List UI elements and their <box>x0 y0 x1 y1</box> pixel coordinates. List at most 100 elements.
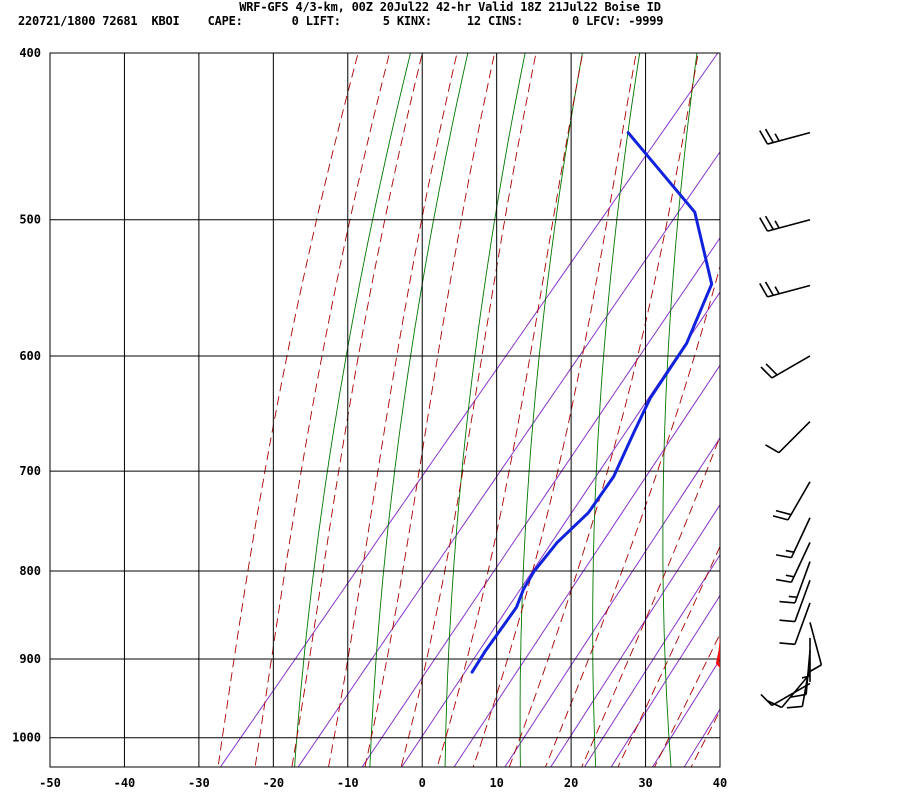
wind-barb <box>760 682 811 707</box>
mixing-ratio-line <box>361 237 720 767</box>
mixing-ratio-line <box>712 15 900 782</box>
index-lift-value: 5 <box>382 14 390 28</box>
wind-barb-staff <box>794 561 811 604</box>
wind-barb-staff <box>790 542 811 583</box>
index-cape-label: CAPE: <box>207 14 243 28</box>
moist-adiabat-line <box>328 53 458 767</box>
pressure-tick-label: 500 <box>19 213 41 227</box>
wind-barb-staff <box>778 420 811 454</box>
wind-barb-flag <box>779 600 796 604</box>
pressure-tick-label: 600 <box>19 349 41 363</box>
wind-barb <box>759 128 811 145</box>
pressure-tick-label: 900 <box>19 652 41 666</box>
dry-adiabat-line <box>294 53 411 767</box>
wind-barb-staff <box>809 622 823 666</box>
mixing-ratio-line <box>683 708 720 767</box>
temperature-tick-label: 0 <box>419 776 426 790</box>
wind-barb <box>779 579 811 623</box>
temperature-profile <box>716 636 720 669</box>
index-kinx-label: KINX: <box>396 14 432 28</box>
mixing-ratio-line <box>401 291 720 767</box>
station-id: 220721/1800 72681 KBOI <box>18 14 180 28</box>
mixing-ratio-line <box>504 436 720 767</box>
index-lfcv-value: -9999 <box>628 14 664 28</box>
dry-adiabat-line <box>369 53 469 767</box>
moist-adiabat-line <box>472 53 637 767</box>
wind-barb-flag <box>759 283 769 298</box>
wind-barb-half-flag <box>788 595 798 599</box>
pressure-tick-label: 400 <box>19 46 41 60</box>
wind-barb-flag <box>775 509 792 516</box>
temperature-tick-label: 20 <box>564 776 578 790</box>
wind-barb-staff <box>794 602 811 645</box>
wind-barb-staff <box>767 131 811 145</box>
wind-barb <box>772 481 811 521</box>
wind-barb-flag <box>760 693 773 707</box>
moist-adiabat-line <box>436 53 584 767</box>
wind-barb-half-flag <box>774 133 780 142</box>
wind-barb-flag <box>765 444 780 454</box>
wind-barb-flag <box>786 705 803 709</box>
temperature-tick-label: -20 <box>262 776 284 790</box>
index-cins-value: 0 <box>572 14 580 28</box>
temperature-tick-label: -50 <box>39 776 61 790</box>
temperature-tick-label: 10 <box>489 776 503 790</box>
index-lfcv-label: LFCV: <box>586 14 622 28</box>
temperature-tick-label: -10 <box>337 776 359 790</box>
moist-adiabat-line <box>508 53 699 767</box>
chart-title: WRF-GFS 4/3-km, 00Z 20Jul22 42-hr Valid … <box>239 0 661 14</box>
wind-barb <box>775 517 811 559</box>
mixing-ratio-line <box>453 364 720 767</box>
index-cape-value: 0 <box>291 14 299 28</box>
axis-tick-labels: 400 500 600 700 800 900 1000 -50 -40 -30 -20 -10 0 10… <box>12 46 727 790</box>
wind-barb-flag <box>764 128 774 143</box>
wind-barb-flag <box>775 578 792 584</box>
temperature-tick-label: -30 <box>188 776 210 790</box>
mixing-ratio-line <box>297 151 720 767</box>
wind-barb-flag <box>759 217 769 232</box>
index-cins-label: CINS: <box>487 14 524 28</box>
wind-barb-flag <box>759 130 769 145</box>
wind-barb-staff <box>771 682 811 707</box>
wind-barb-flag <box>779 619 796 623</box>
moist-adiabat-line <box>690 709 720 767</box>
wind-barb <box>790 650 811 698</box>
background-lines <box>217 15 900 782</box>
wind-barb <box>759 215 811 232</box>
plot-frame <box>49 52 721 768</box>
dry-adiabat-line <box>444 53 526 767</box>
moist-adiabat-line <box>400 53 537 767</box>
moist-adiabat-line <box>291 53 423 767</box>
dry-adiabat-line <box>592 53 641 767</box>
temperature-tick-label: 30 <box>638 776 652 790</box>
mixing-ratio-line <box>651 658 720 767</box>
pressure-tick-label: 700 <box>19 464 41 478</box>
wind-barb-half-flag <box>785 549 795 553</box>
wind-barb-staff <box>787 481 811 521</box>
mixing-ratio-line <box>787 15 900 782</box>
mixing-ratio-line <box>583 554 720 767</box>
wind-barb-half-flag <box>774 220 780 229</box>
wind-barb <box>760 355 811 379</box>
wind-barb-flag <box>765 363 778 376</box>
profiles <box>470 131 720 674</box>
wind-barb-flag <box>764 281 774 296</box>
dry-adiabat-line <box>731 15 759 782</box>
moist-adiabat-line <box>617 545 720 767</box>
wind-barb <box>775 542 811 584</box>
wind-barb-flag <box>775 554 792 559</box>
wind-barb-half-flag <box>774 286 780 295</box>
moist-adiabat-line <box>254 53 390 767</box>
mixing-ratio-line <box>550 503 720 767</box>
mixing-ratio-line <box>219 53 719 767</box>
wind-barb-staff <box>767 284 811 298</box>
wind-barb <box>765 420 811 454</box>
wind-barb-staff <box>794 579 811 622</box>
wind-barb <box>779 561 811 604</box>
dry-adiabat-line <box>662 53 698 767</box>
wind-barb-staff <box>767 218 811 232</box>
moist-adiabat-line <box>653 632 720 767</box>
wind-barb-flag <box>772 515 789 521</box>
station-info-line: 220721/1800 72681 KBOI CAPE: 0 LIFT: 5 KINX: 1… <box>18 14 664 28</box>
pressure-tick-label: 800 <box>19 564 41 578</box>
